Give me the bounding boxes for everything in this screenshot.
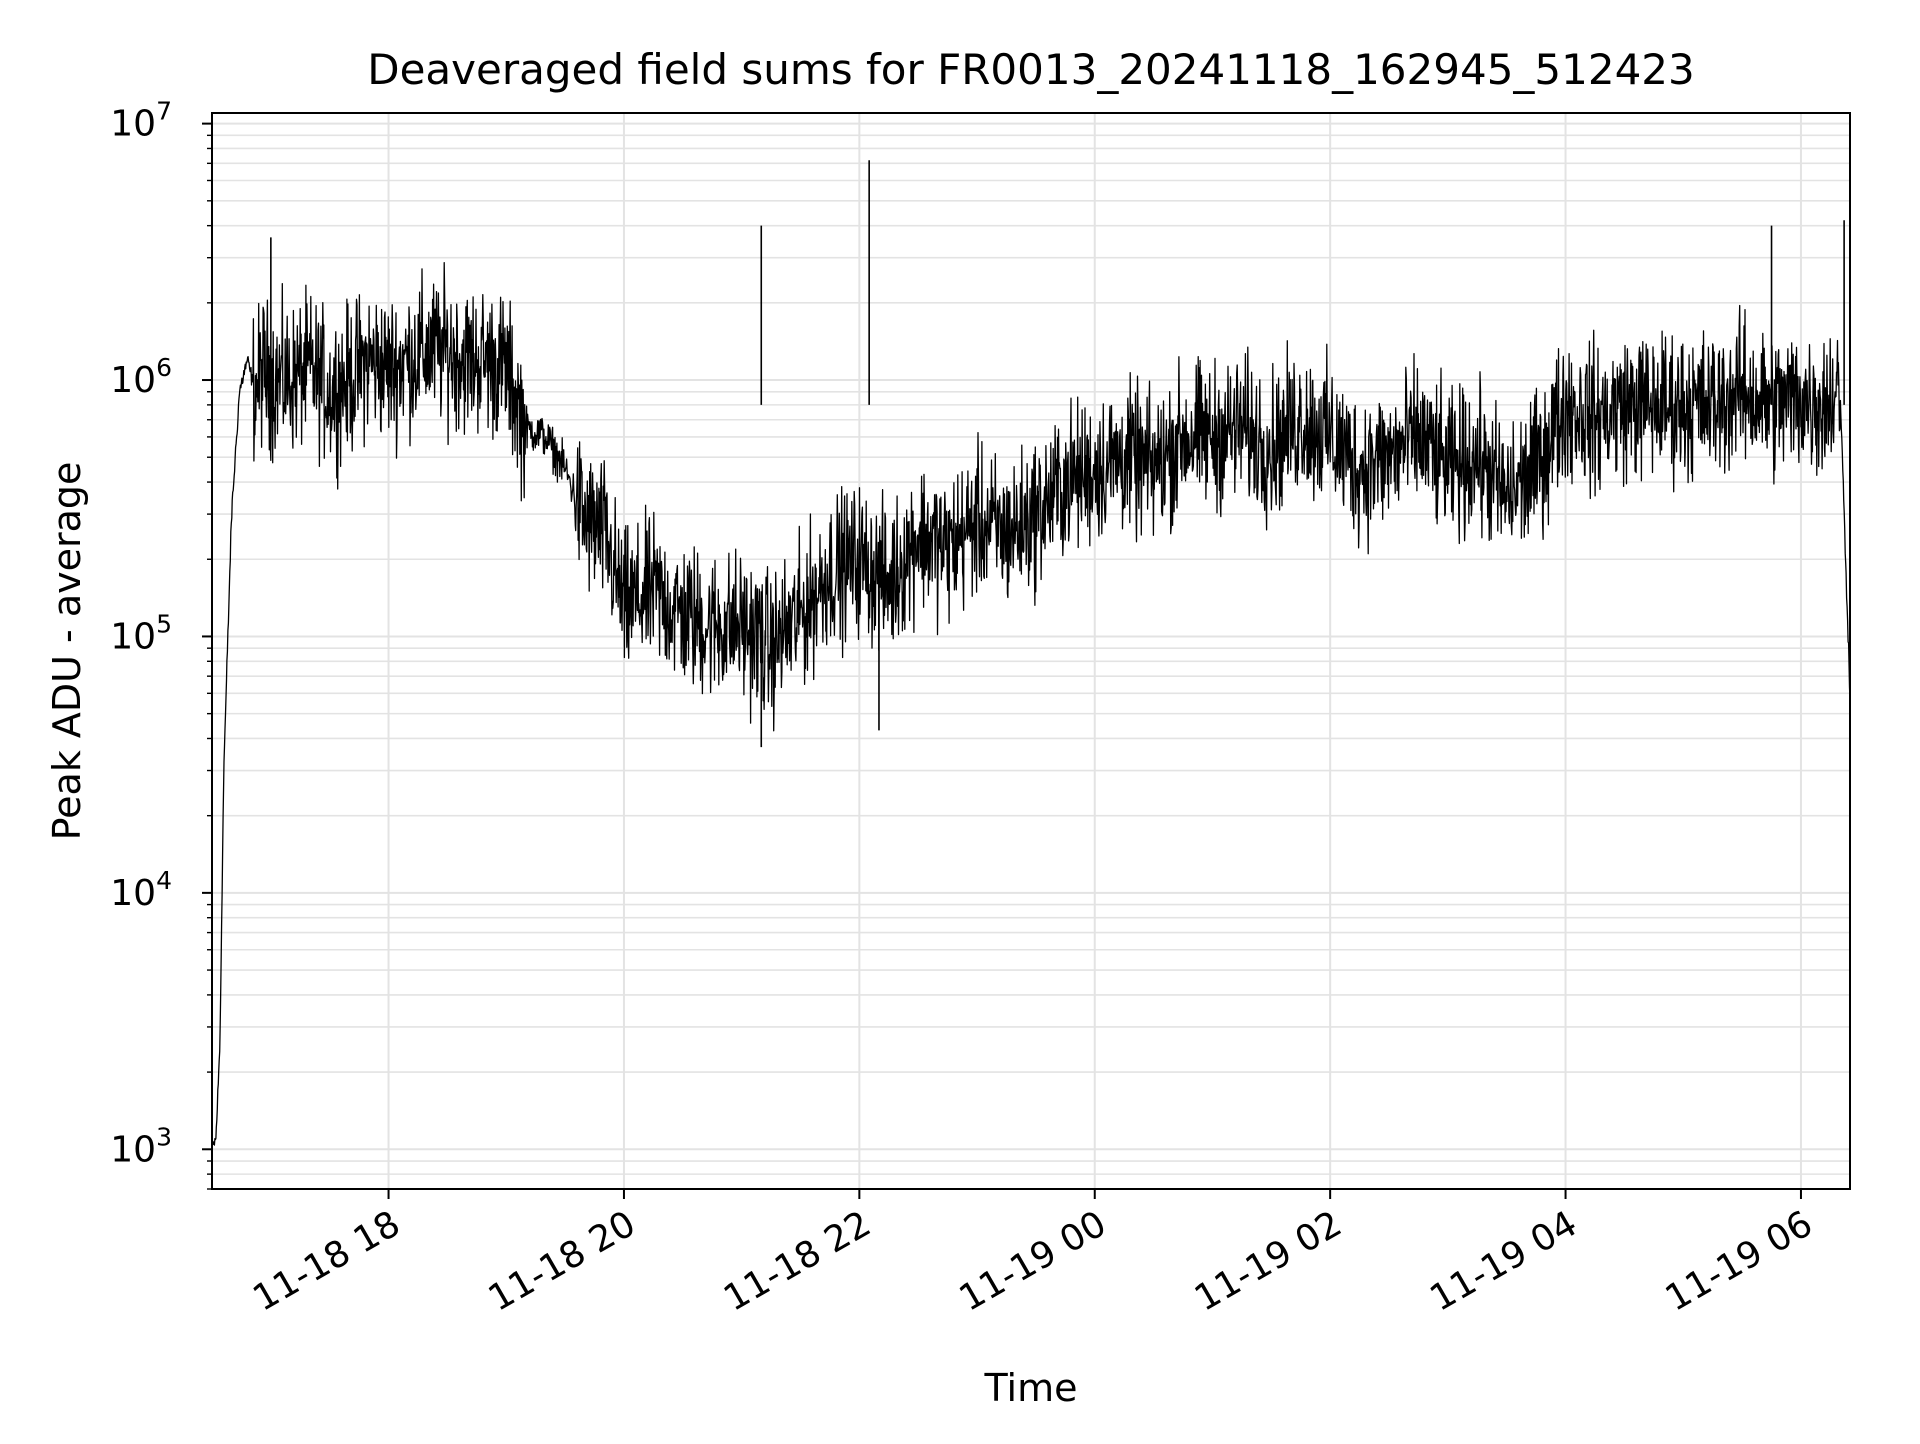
x-axis-label: Time xyxy=(984,1366,1078,1410)
plot-frame xyxy=(211,112,1851,1190)
y-tick-label: 105 xyxy=(110,609,172,657)
grid-lines xyxy=(212,113,1850,1190)
y-axis-label: Peak ADU - average xyxy=(45,462,89,841)
y-tick-label: 104 xyxy=(110,866,172,914)
series-line xyxy=(211,262,1851,1149)
y-tick-label: 107 xyxy=(110,97,172,145)
series-layer xyxy=(211,160,1851,1149)
chart-title: Deaveraged field sums for FR0013_2024111… xyxy=(367,45,1695,94)
y-tick-label: 106 xyxy=(110,353,172,401)
y-tick-label: 103 xyxy=(110,1122,172,1170)
